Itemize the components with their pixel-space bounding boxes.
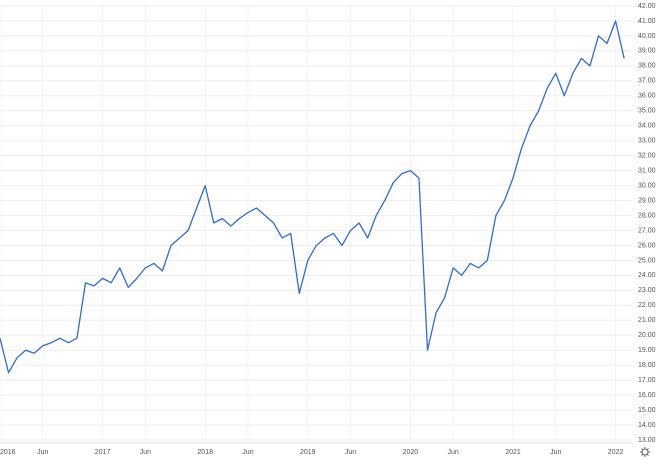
y-tick-label: 20.00 <box>638 332 656 339</box>
x-tick-label: 2022 <box>608 449 624 456</box>
x-tick-label: Jun <box>242 449 253 456</box>
y-tick-label: 24.00 <box>638 272 656 279</box>
y-tick-label: 41.00 <box>638 18 656 25</box>
settings-icon-ring[interactable] <box>641 448 649 456</box>
y-tick-label: 35.00 <box>638 108 656 115</box>
x-tick-label: 2018 <box>197 449 213 456</box>
y-tick-label: 34.00 <box>638 123 656 130</box>
y-tick-label: 25.00 <box>638 257 656 264</box>
y-tick-label: 32.00 <box>638 152 656 159</box>
x-tick-label: 2017 <box>95 449 111 456</box>
y-tick-label: 15.00 <box>638 407 656 414</box>
y-tick-label: 40.00 <box>638 33 656 40</box>
y-tick-label: 21.00 <box>638 317 656 324</box>
y-tick-label: 36.00 <box>638 93 656 100</box>
y-tick-label: 38.00 <box>638 63 656 70</box>
y-tick-label: 22.00 <box>638 302 656 309</box>
y-tick-label: 13.00 <box>638 437 656 444</box>
y-tick-label: 17.00 <box>638 377 656 384</box>
y-tick-label: 33.00 <box>638 138 656 145</box>
x-tick-label: 2019 <box>300 449 316 456</box>
y-tick-label: 39.00 <box>638 48 656 55</box>
x-tick-label: 2016 <box>0 449 16 456</box>
x-tick-label: Jun <box>37 449 48 456</box>
x-tick-label: Jun <box>448 449 459 456</box>
y-tick-label: 26.00 <box>638 242 656 249</box>
y-tick-label: 19.00 <box>638 347 656 354</box>
y-tick-label: 30.00 <box>638 182 656 189</box>
y-tick-label: 23.00 <box>638 287 656 294</box>
x-tick-label: 2020 <box>403 449 419 456</box>
y-tick-label: 37.00 <box>638 78 656 85</box>
settings-icon[interactable] <box>640 447 650 457</box>
x-tick-label: 2021 <box>505 449 521 456</box>
x-tick-label: Jun <box>140 449 151 456</box>
y-tick-label: 18.00 <box>638 362 656 369</box>
y-tick-label: 29.00 <box>638 197 656 204</box>
x-tick-label: Jun <box>345 449 356 456</box>
y-tick-label: 31.00 <box>638 167 656 174</box>
settings-icon-spokes[interactable] <box>640 447 650 457</box>
y-tick-label: 16.00 <box>638 392 656 399</box>
y-tick-label: 14.00 <box>638 422 656 429</box>
x-tick-label: Jun <box>550 449 561 456</box>
y-tick-label: 28.00 <box>638 212 656 219</box>
price-line <box>0 20 625 374</box>
y-tick-label: 27.00 <box>638 227 656 234</box>
y-tick-label: 42.00 <box>638 3 656 10</box>
